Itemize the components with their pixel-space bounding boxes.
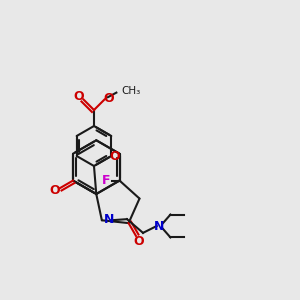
Text: O: O — [74, 90, 84, 103]
Text: CH₃: CH₃ — [121, 86, 140, 97]
Text: N: N — [103, 213, 114, 226]
Text: O: O — [110, 149, 120, 163]
Text: N: N — [154, 220, 164, 232]
Text: F: F — [102, 174, 110, 187]
Text: O: O — [104, 92, 114, 105]
Text: O: O — [134, 235, 145, 248]
Text: O: O — [50, 184, 61, 197]
